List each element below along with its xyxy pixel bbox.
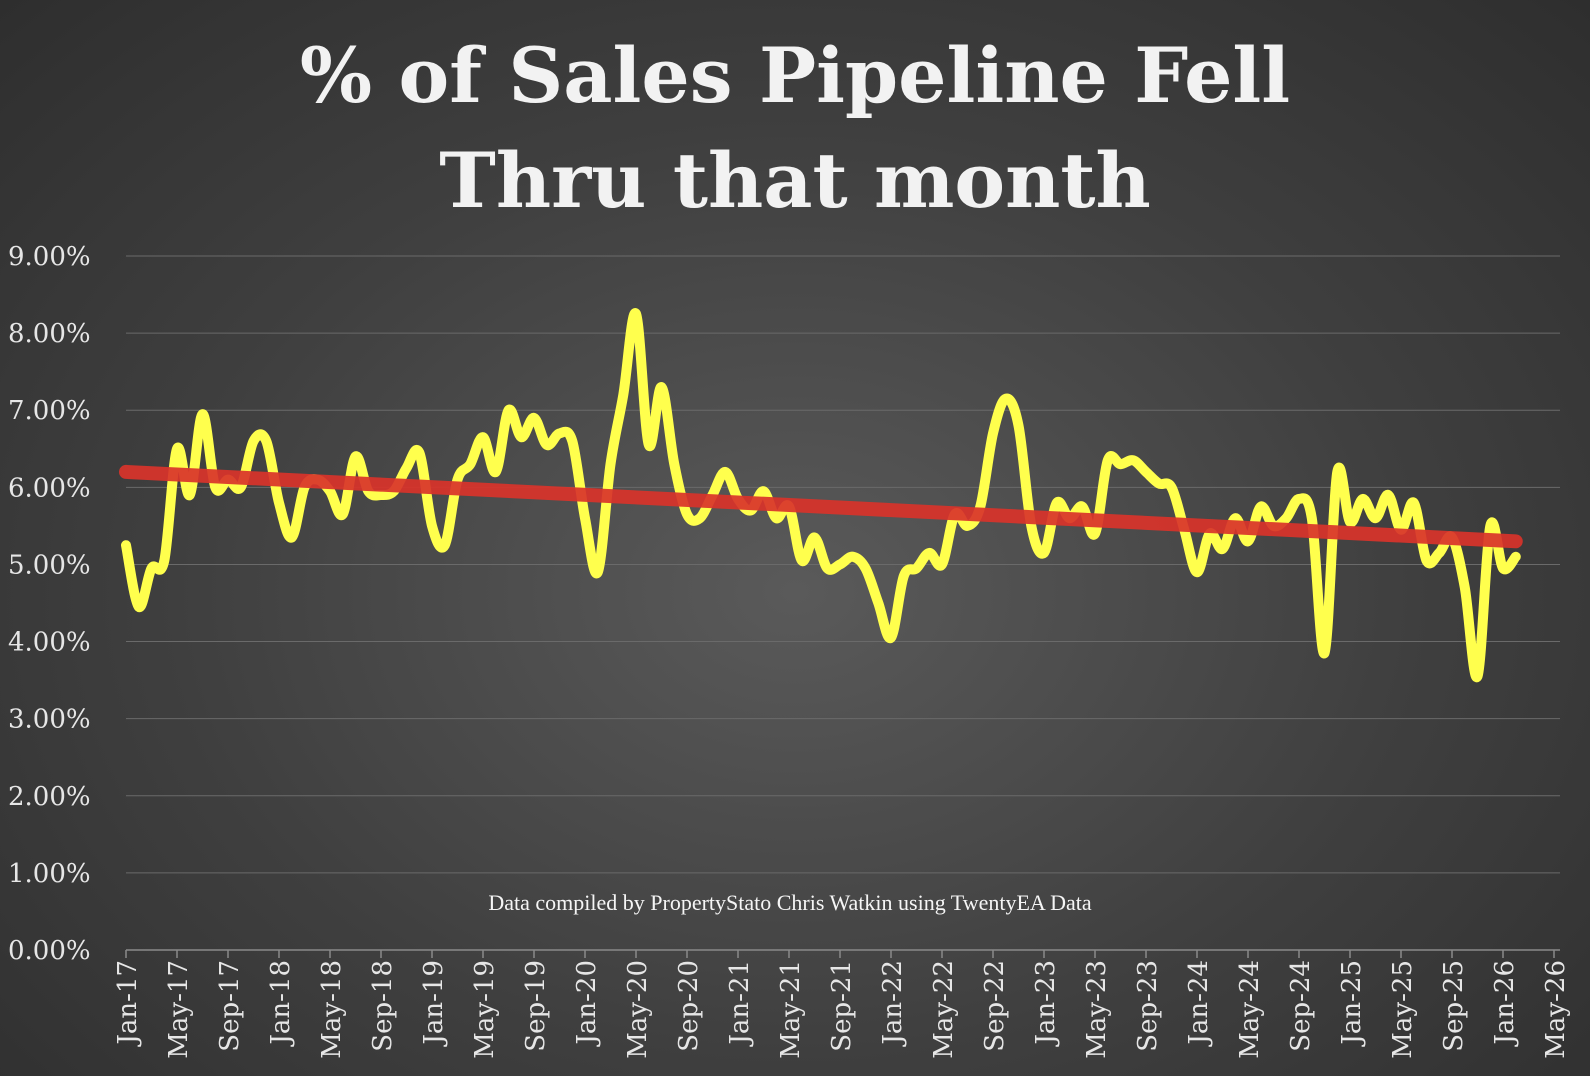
x-tick-label: May-20 <box>623 960 653 1059</box>
x-tick-label: Sep-25 <box>1439 960 1469 1052</box>
x-tick-label: May-23 <box>1082 960 1112 1059</box>
x-tick-label: May-22 <box>929 960 959 1059</box>
x-tick-label: May-17 <box>164 960 194 1059</box>
x-tick-label: Sep-24 <box>1286 960 1316 1052</box>
x-tick-label: May-24 <box>1235 960 1265 1059</box>
chart-title-line-2: Thru that month <box>439 136 1150 225</box>
x-tick-label: Jan-17 <box>113 960 143 1048</box>
y-tick-label: 4.00% <box>8 628 91 658</box>
x-tick-label: Jan-25 <box>1337 960 1367 1048</box>
y-tick-label: 5.00% <box>8 550 91 580</box>
x-tick-label: Sep-17 <box>215 960 245 1052</box>
y-tick-label: 7.00% <box>8 396 91 426</box>
y-axis: 0.00% 1.00% 2.00% 3.00% 4.00% 5.00% 6.00% 7.00%… <box>8 242 91 966</box>
x-tick-label: May-21 <box>776 960 806 1059</box>
x-tick-label: Jan-20 <box>572 960 602 1048</box>
y-tick-label: 3.00% <box>8 705 91 735</box>
y-tick-label: 6.00% <box>8 473 91 503</box>
x-tick-label: Jan-24 <box>1184 960 1214 1048</box>
x-tick-label: Sep-20 <box>674 960 704 1052</box>
x-tick-label: May-25 <box>1388 960 1418 1059</box>
x-tick-label: Sep-18 <box>368 960 398 1052</box>
x-tick-label: Jan-19 <box>419 960 449 1048</box>
y-tick-label: 1.00% <box>8 859 91 889</box>
trend-line <box>119 464 1523 549</box>
gridlines <box>126 255 1560 951</box>
x-tick-label: Sep-23 <box>1133 960 1163 1052</box>
y-tick-label: 0.00% <box>8 936 91 966</box>
x-tick-label: Jan-22 <box>878 960 908 1048</box>
y-tick-label: 9.00% <box>8 242 91 272</box>
plot-area <box>119 308 1523 683</box>
x-tick-label: Jan-21 <box>725 960 755 1048</box>
x-tick-label: May-26 <box>1541 960 1571 1059</box>
x-tick-label: May-19 <box>470 960 500 1059</box>
y-tick-label: 8.00% <box>8 319 91 349</box>
data-source-footnote: Data compiled by PropertyStato Chris Wat… <box>488 890 1091 915</box>
x-tick-label: Sep-21 <box>827 960 857 1052</box>
x-tick-label: Sep-22 <box>980 960 1010 1052</box>
x-tick-label: Jan-26 <box>1490 960 1520 1048</box>
chart-title-line-1: % of Sales Pipeline Fell <box>300 31 1290 120</box>
pipeline-fall-through-line <box>121 308 1521 683</box>
x-tick-label: May-18 <box>317 960 347 1059</box>
x-tick-label: Jan-23 <box>1031 960 1061 1048</box>
x-tick-label: Sep-19 <box>521 960 551 1052</box>
x-axis: Jan-17 May-17 Sep-17 Jan-18 May-18 Sep-18 Jan-… <box>113 950 1571 1059</box>
y-tick-label: 2.00% <box>8 782 91 812</box>
x-tick-label: Jan-18 <box>266 960 296 1048</box>
